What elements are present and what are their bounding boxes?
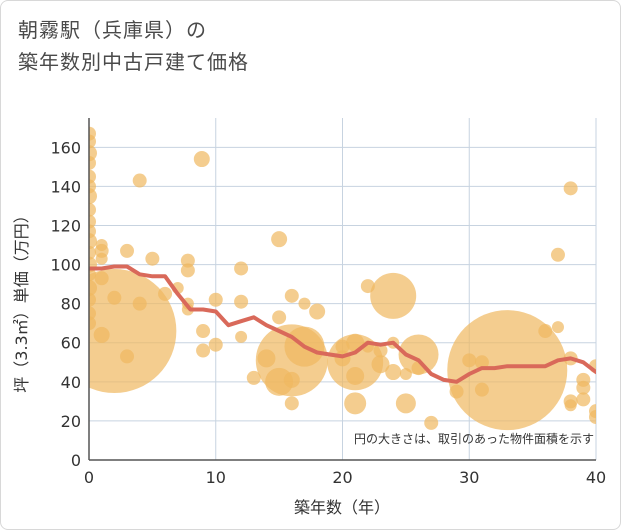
data-bubble — [284, 288, 299, 303]
y-axis-label: 坪（3.3㎡）単価（万円） — [12, 207, 31, 392]
x-tick-label: 10 — [206, 468, 226, 487]
data-bubble — [385, 364, 402, 381]
data-bubble — [589, 410, 596, 425]
data-bubble — [132, 173, 147, 188]
data-bubble — [95, 252, 108, 265]
data-bubble — [196, 343, 211, 358]
x-tick-label: 0 — [84, 468, 94, 487]
data-bubble — [370, 272, 417, 319]
data-bubble — [576, 392, 591, 407]
x-tick-label: 40 — [586, 468, 606, 487]
data-bubble — [344, 392, 367, 415]
x-tick-label: 20 — [332, 468, 352, 487]
data-bubble — [235, 330, 248, 343]
data-bubble — [576, 380, 591, 395]
data-bubble — [272, 310, 287, 325]
y-tick-label: 0 — [71, 451, 81, 470]
data-bubble — [158, 286, 173, 301]
data-bubble — [373, 343, 388, 358]
data-bubble — [89, 269, 177, 393]
data-bubble — [271, 231, 288, 248]
data-bubble — [447, 310, 568, 431]
data-bubble — [89, 155, 96, 170]
data-bubble — [298, 297, 311, 310]
y-tick-label: 80 — [61, 295, 81, 314]
data-bubble — [563, 181, 578, 196]
data-bubble — [309, 303, 326, 320]
data-bubble — [89, 233, 97, 250]
data-bubble — [145, 251, 160, 266]
trend-layer — [89, 264, 596, 384]
data-bubble — [120, 243, 135, 258]
data-bubble — [89, 202, 96, 217]
data-bubble — [564, 399, 577, 412]
data-bubble — [551, 321, 564, 334]
y-tick-label: 100 — [50, 256, 81, 275]
data-bubble — [196, 324, 211, 339]
y-tick-label: 160 — [50, 138, 81, 157]
y-tick-label: 120 — [50, 216, 81, 235]
y-tick-label: 140 — [50, 177, 81, 196]
data-bubble — [246, 370, 261, 385]
data-bubble — [180, 263, 195, 278]
data-bubble — [346, 366, 365, 385]
chart-title: 朝霧駅（兵庫県）の 築年数別中古戸建て価格 — [18, 14, 249, 78]
data-bubble — [371, 355, 390, 374]
data-bubble — [424, 415, 439, 430]
data-bubble — [538, 324, 553, 339]
bubbles — [89, 126, 596, 431]
data-bubble — [550, 247, 565, 262]
data-bubble — [283, 371, 300, 388]
data-bubble — [89, 245, 96, 260]
data-bubble — [208, 292, 223, 307]
data-bubble — [132, 296, 147, 311]
y-tick-label: 60 — [61, 334, 81, 353]
data-bubble — [120, 349, 135, 364]
data-bubble — [180, 253, 195, 268]
data-bubble — [234, 294, 249, 309]
size-note: 円の大きさは、取引のあった物件面積を示す — [354, 431, 594, 446]
data-bubble — [395, 393, 416, 414]
data-bubble — [284, 396, 299, 411]
y-tick-label: 20 — [61, 412, 81, 431]
axes: 0 20 40 60 80 100 120 140 160 0 10 20 30 40 — [50, 118, 606, 487]
trend-line — [89, 264, 596, 384]
y-tick-label: 40 — [61, 373, 81, 392]
title-line-1: 朝霧駅（兵庫県）の — [18, 18, 207, 42]
x-tick-label: 30 — [459, 468, 479, 487]
data-bubble — [234, 261, 249, 276]
data-bubble — [208, 337, 223, 352]
data-bubble — [193, 151, 210, 168]
data-bubble — [89, 188, 97, 205]
x-axis-label: 築年数（年） — [294, 498, 390, 517]
title-line-2: 築年数別中古戸建て価格 — [18, 50, 249, 74]
data-bubble — [89, 134, 96, 149]
data-bubble — [398, 334, 439, 375]
